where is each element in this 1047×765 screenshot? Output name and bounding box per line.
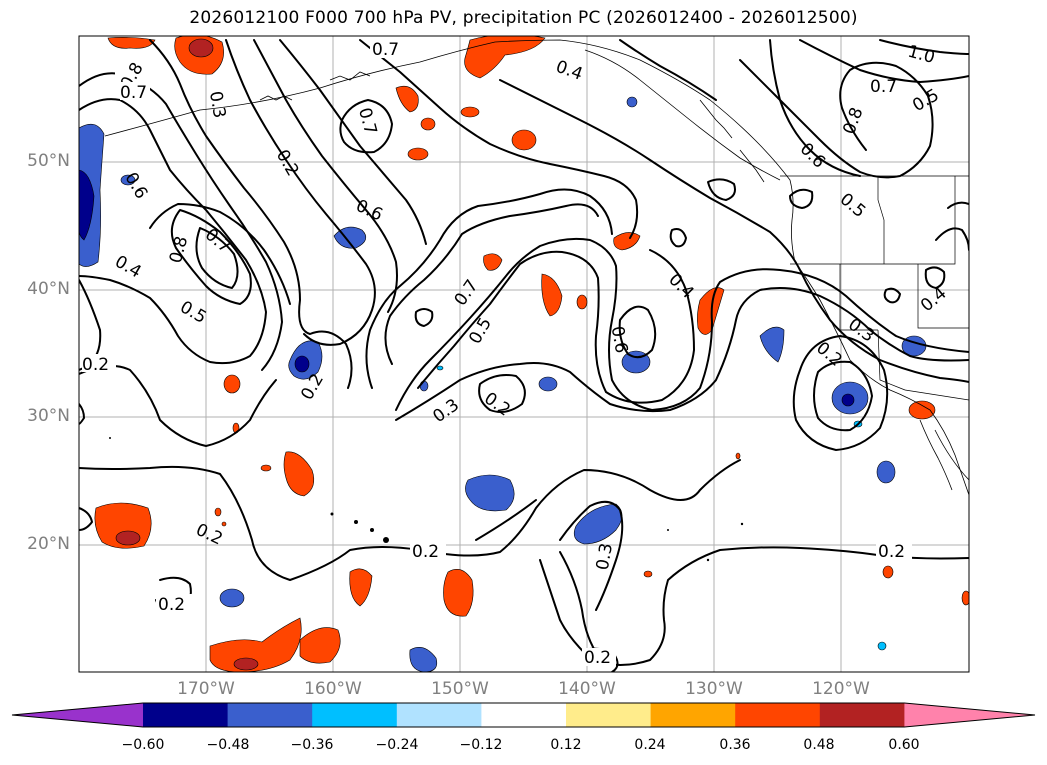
colorbar-outline — [11, 702, 1036, 728]
longitude-label: 150°W — [431, 679, 489, 699]
gridlines — [79, 36, 969, 672]
colorbar-tick-label: 0.24 — [634, 737, 666, 753]
colorbar-tick-label: −0.48 — [206, 737, 250, 753]
longitude-label: 130°W — [685, 679, 743, 699]
coastlines — [104, 39, 969, 496]
contour-label: 0.6 — [607, 325, 631, 355]
colorbar-segment — [735, 703, 821, 727]
contour-label: 0.2 — [158, 595, 185, 615]
colorbar-segment — [566, 703, 652, 727]
contour-label: 0.3 — [593, 542, 617, 572]
colorbar-tick-label: −0.36 — [290, 737, 334, 753]
colorbar-tick-label: 0.36 — [719, 737, 751, 753]
latitude-label: 30°N — [27, 406, 70, 426]
contour-label: 0.7 — [372, 40, 399, 60]
contour-label: 0.7 — [870, 77, 897, 97]
latitude-label: 40°N — [27, 279, 70, 299]
colorbar-segment — [819, 703, 905, 727]
contour-label: 0.2 — [82, 355, 109, 375]
colorbar-tick-label: 0.60 — [888, 737, 920, 753]
hawaii-islands — [109, 437, 669, 543]
colorbar-segment — [227, 703, 313, 727]
contour-label: 0.3 — [205, 90, 229, 120]
contour-label: 0.2 — [412, 542, 439, 562]
pv-contours — [79, 39, 969, 672]
latitude-label: 20°N — [27, 534, 70, 554]
colorbar-segment — [143, 703, 229, 727]
map-title: 2026012100 F000 700 hPa PV, precipitatio… — [189, 8, 858, 28]
longitude-label: 160°W — [304, 679, 362, 699]
contour-label: 0.2 — [584, 648, 611, 668]
negative-precip-areas — [79, 96, 927, 672]
map-frame — [78, 35, 970, 673]
contour-label: 0.2 — [878, 542, 905, 562]
contour-label: 0.7 — [120, 83, 147, 103]
colorbar-tick-label: −0.12 — [459, 737, 503, 753]
colorbar — [11, 702, 1036, 728]
colorbar-extend-low — [12, 703, 143, 727]
positive-precip-areas — [94, 36, 969, 672]
colorbar-segment — [481, 703, 567, 727]
colorbar-segment — [650, 703, 736, 727]
latitude-label: 50°N — [27, 151, 70, 171]
colorbar-tick-label: 0.12 — [550, 737, 582, 753]
colorbar-tick-label: −0.24 — [375, 737, 419, 753]
colorbar-segment — [396, 703, 482, 727]
colorbar-extend-high — [904, 703, 1035, 727]
longitude-label: 170°W — [177, 679, 235, 699]
longitude-label: 120°W — [812, 679, 870, 699]
small-isolines — [706, 522, 744, 562]
contour-labels: 0.7 0.8 0.7 0.3 0.2 0.7 0.4 1.0 0.7 0.5 … — [82, 40, 951, 668]
colorbar-tick-label: −0.60 — [121, 737, 165, 753]
colorbar-segment — [312, 703, 398, 727]
colorbar-tick-label: 0.48 — [803, 737, 835, 753]
longitude-label: 140°W — [558, 679, 616, 699]
